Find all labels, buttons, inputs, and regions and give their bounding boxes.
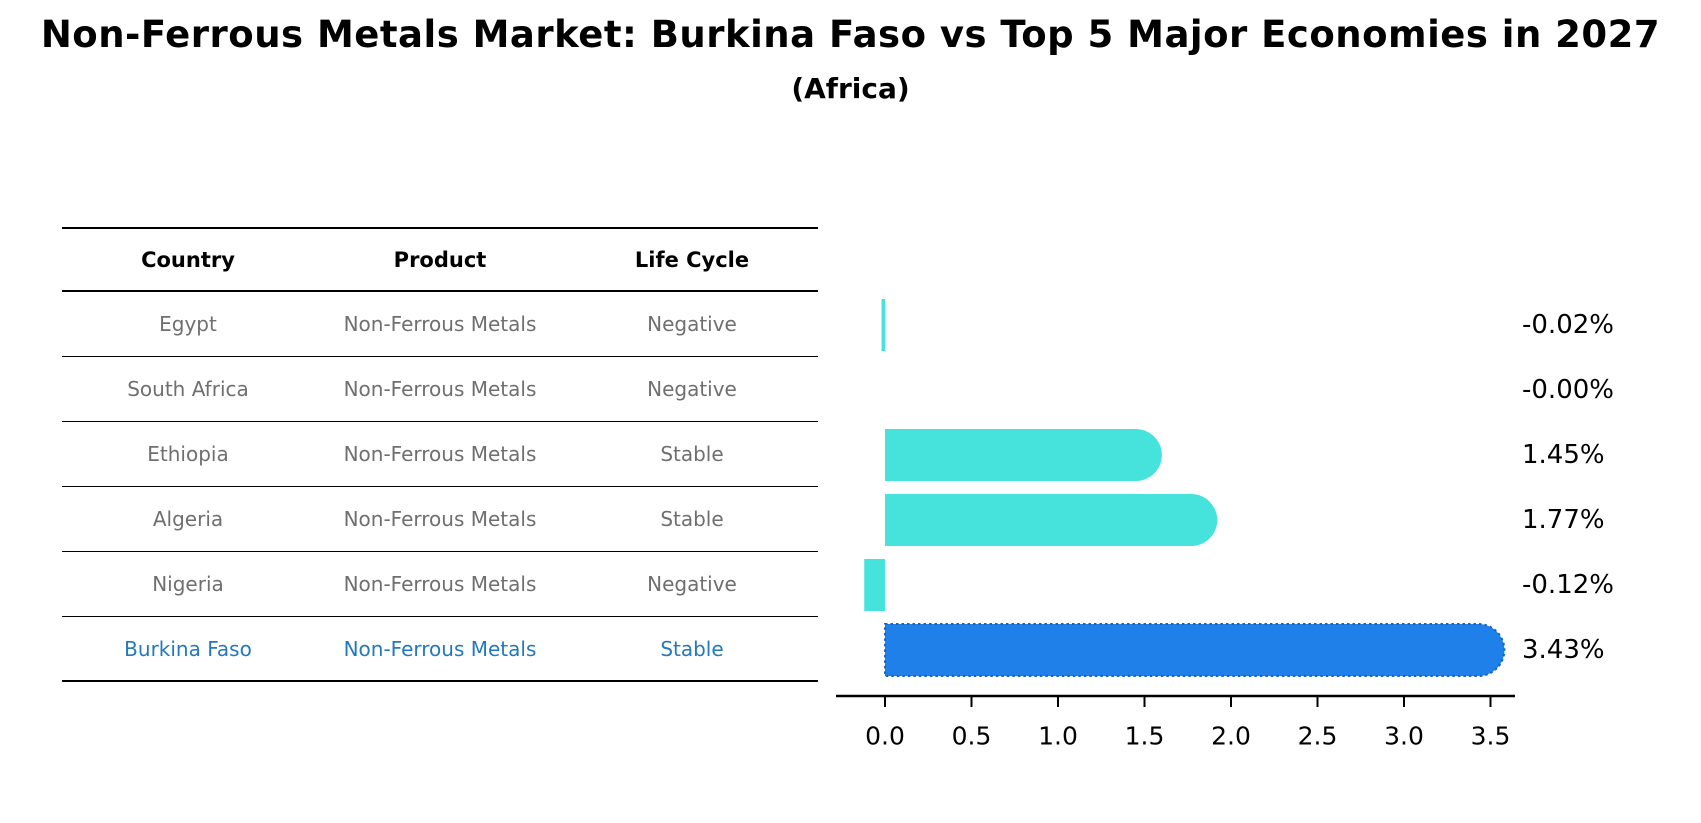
bar-value-label: 3.43%: [1522, 635, 1605, 665]
cell-country: Burkina Faso: [124, 636, 252, 661]
x-axis-tick-label: 0.5: [952, 722, 992, 751]
table-header-row: Country Product Life Cycle: [62, 227, 818, 292]
page-title: Non-Ferrous Metals Market: Burkina Faso …: [40, 13, 1661, 56]
cell-life-cycle: Negative: [647, 377, 737, 401]
bar: [885, 494, 1218, 546]
data-table: Country Product Life Cycle Egypt Non-Fer…: [62, 227, 818, 682]
x-axis-tick-label: 2.0: [1211, 722, 1251, 751]
column-header-country: Country: [141, 247, 235, 272]
cell-life-cycle: Stable: [660, 507, 724, 531]
x-axis-tick-label: 1.5: [1125, 722, 1165, 751]
cell-life-cycle: Stable: [660, 636, 724, 661]
bar-highlighted: [884, 623, 1506, 677]
cell-product: Non-Ferrous Metals: [343, 572, 537, 596]
x-axis-tick-label: 3.0: [1384, 722, 1424, 751]
cell-country: South Africa: [127, 377, 249, 401]
cell-country: Egypt: [159, 312, 217, 336]
bar: [885, 429, 1162, 481]
table-row-highlighted: Burkina Faso Non-Ferrous Metals Stable: [62, 617, 818, 682]
cell-life-cycle: Negative: [647, 312, 737, 336]
cell-country: Algeria: [152, 507, 224, 531]
bar-negative: [864, 559, 885, 611]
cell-country: Nigeria: [152, 572, 224, 596]
cell-product: Non-Ferrous Metals: [343, 636, 537, 661]
table-row: South Africa Non-Ferrous Metals Negative: [62, 357, 818, 422]
table-row: Egypt Non-Ferrous Metals Negative: [62, 292, 818, 357]
cell-country: Ethiopia: [147, 442, 229, 466]
cell-life-cycle: Stable: [660, 442, 724, 466]
bar-value-label: -0.00%: [1522, 375, 1614, 405]
bar-negative: [881, 299, 885, 351]
bar-value-label: -0.02%: [1522, 310, 1614, 340]
x-axis-tick-label: 0.0: [865, 722, 905, 751]
table-row: Algeria Non-Ferrous Metals Stable: [62, 487, 818, 552]
bar-value-label: -0.12%: [1522, 570, 1614, 600]
table-row: Ethiopia Non-Ferrous Metals Stable: [62, 422, 818, 487]
column-header-product: Product: [393, 247, 487, 272]
x-axis-tick-label: 1.0: [1038, 722, 1078, 751]
cell-product: Non-Ferrous Metals: [343, 442, 537, 466]
cell-product: Non-Ferrous Metals: [343, 507, 537, 531]
column-header-life-cycle: Life Cycle: [634, 247, 750, 272]
bar-value-label: 1.45%: [1522, 440, 1605, 470]
bar-value-label: 1.77%: [1522, 505, 1605, 535]
table-row: Nigeria Non-Ferrous Metals Negative: [62, 552, 818, 617]
page-subtitle: (Africa): [791, 72, 910, 105]
x-axis-tick-label: 3.5: [1471, 722, 1511, 751]
x-axis-tick-label: 2.5: [1298, 722, 1338, 751]
cell-product: Non-Ferrous Metals: [343, 312, 537, 336]
cell-life-cycle: Negative: [647, 572, 737, 596]
cell-product: Non-Ferrous Metals: [343, 377, 537, 401]
